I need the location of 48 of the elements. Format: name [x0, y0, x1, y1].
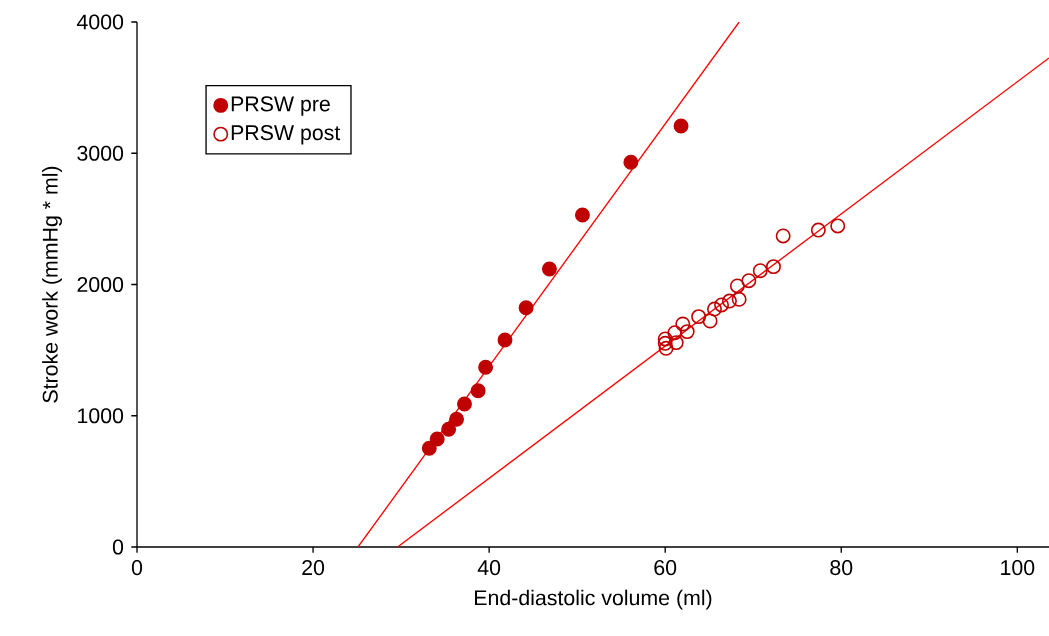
- y-tick-label: 3000: [77, 145, 124, 161]
- x-axis-title: End-diastolic volume (ml): [475, 589, 712, 610]
- point: [707, 301, 722, 317]
- y-tick-label: 2000: [77, 276, 124, 293]
- y-axis-title: Stroke work (mmHg * ml): [42, 166, 62, 403]
- point: [830, 218, 846, 234]
- point: [657, 331, 673, 347]
- point: [729, 278, 745, 294]
- point: [667, 325, 683, 341]
- x-tick-label: 100: [1001, 560, 1035, 576]
- point: [429, 431, 445, 447]
- point: [766, 259, 781, 275]
- legend-label: PRSW pre: [231, 96, 330, 116]
- x-tick-label: 80: [830, 560, 853, 576]
- point: [658, 340, 674, 356]
- point: [478, 359, 494, 375]
- point: [441, 421, 457, 437]
- x-tick-label: 60: [654, 560, 677, 576]
- y-tick-label: 0: [112, 539, 124, 555]
- point: [623, 154, 639, 170]
- y-tick-label: 1000: [78, 408, 124, 424]
- legend-label: PRSW post: [231, 125, 341, 145]
- point: [470, 383, 486, 399]
- x-tick-label: 0: [131, 560, 143, 576]
- point: [574, 207, 590, 223]
- point: [657, 335, 673, 351]
- point: [541, 261, 557, 277]
- point: [675, 316, 691, 332]
- point: [721, 293, 737, 309]
- point: [497, 332, 513, 348]
- point: [752, 263, 768, 279]
- point: [691, 309, 707, 325]
- point: [810, 222, 826, 238]
- point: [673, 118, 689, 134]
- point: [714, 297, 729, 313]
- point: [679, 324, 695, 340]
- point: [731, 291, 747, 307]
- point: [702, 313, 718, 329]
- point: [775, 228, 791, 244]
- point: [457, 396, 472, 412]
- point: [518, 300, 534, 316]
- x-tick-label: 20: [302, 560, 325, 576]
- point: [449, 411, 465, 427]
- point: [421, 440, 437, 456]
- point: [668, 335, 684, 351]
- y-tick-label: 4000: [76, 14, 124, 30]
- point: [741, 273, 757, 289]
- x-tick-label: 40: [477, 560, 501, 576]
